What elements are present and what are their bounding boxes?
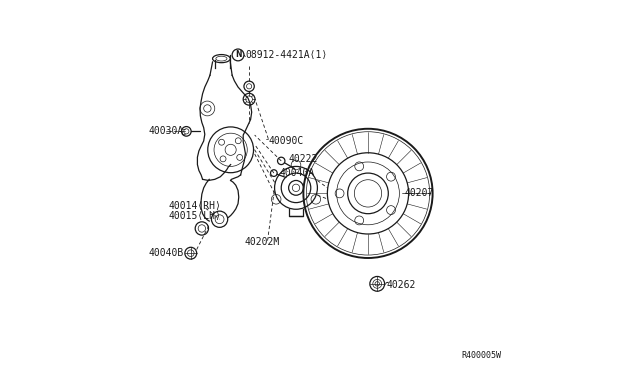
- Text: R400005W: R400005W: [461, 350, 501, 359]
- Text: 40040B: 40040B: [148, 248, 184, 258]
- Text: 40090C: 40090C: [268, 135, 303, 145]
- Text: 40207: 40207: [405, 188, 435, 198]
- Text: 40222: 40222: [289, 154, 318, 164]
- Text: 40202M: 40202M: [244, 237, 280, 247]
- Text: 40262: 40262: [387, 280, 416, 290]
- Text: 40015⟨LH⟩: 40015⟨LH⟩: [168, 211, 221, 221]
- Text: 40030A: 40030A: [148, 126, 184, 137]
- Text: N: N: [235, 51, 241, 60]
- Text: 40014⟨RH⟩: 40014⟨RH⟩: [168, 201, 221, 211]
- Text: 40040A: 40040A: [280, 168, 315, 178]
- Text: 08912-4421A⟨1⟩: 08912-4421A⟨1⟩: [245, 49, 328, 60]
